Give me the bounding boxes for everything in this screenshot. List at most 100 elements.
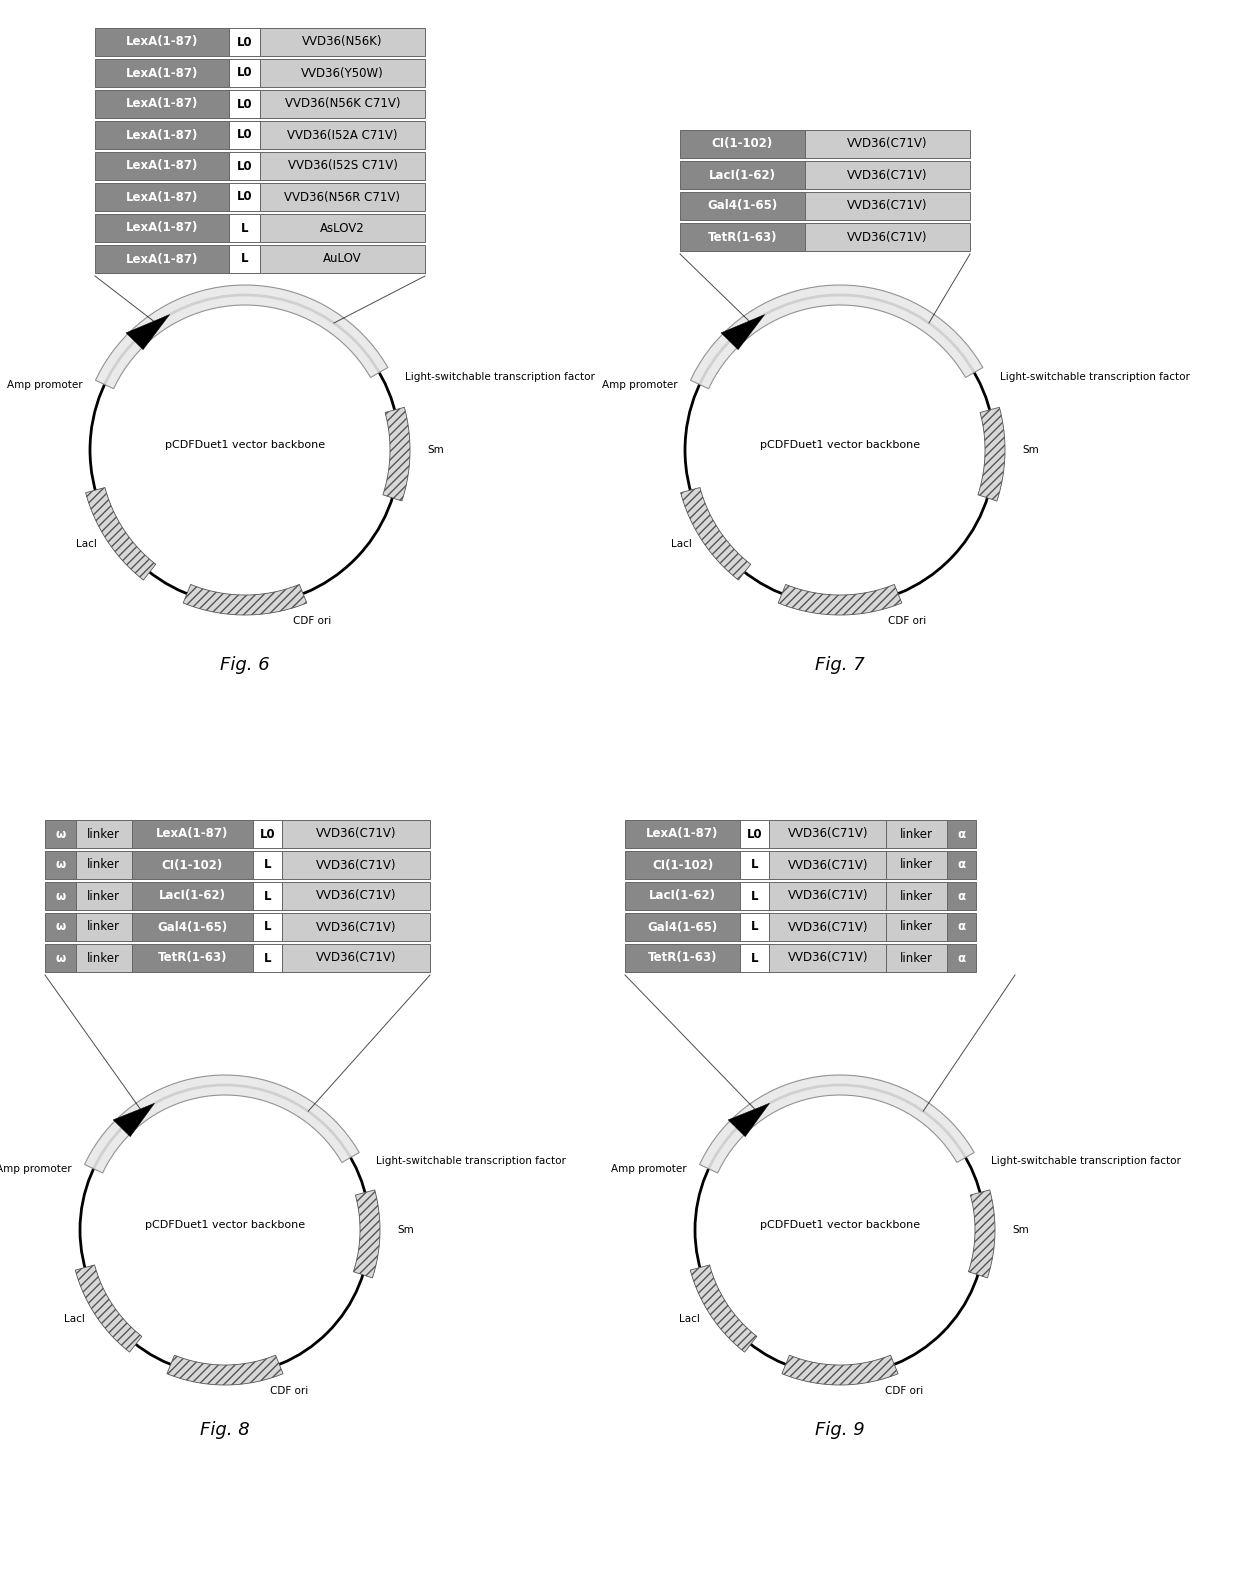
Text: LexA(1-87): LexA(1-87) xyxy=(125,253,198,266)
Bar xyxy=(76,819,131,848)
Text: LexA(1-87): LexA(1-87) xyxy=(125,128,198,141)
Text: L: L xyxy=(241,221,248,234)
Bar xyxy=(228,59,260,87)
Text: LacI(1-62): LacI(1-62) xyxy=(159,889,226,902)
Polygon shape xyxy=(86,487,156,581)
Text: LexA(1-87): LexA(1-87) xyxy=(125,35,198,49)
Text: L0: L0 xyxy=(237,160,252,172)
Text: L: L xyxy=(751,859,759,872)
Bar xyxy=(131,851,253,880)
Bar xyxy=(95,28,228,55)
Text: α: α xyxy=(957,827,966,840)
Bar xyxy=(887,944,947,971)
Bar xyxy=(625,851,740,880)
Text: CDF ori: CDF ori xyxy=(885,1386,924,1397)
Text: Sm: Sm xyxy=(1012,1224,1029,1236)
Text: VVD36(C71V): VVD36(C71V) xyxy=(316,827,396,840)
Text: linker: linker xyxy=(900,889,932,902)
Polygon shape xyxy=(353,1190,379,1278)
Bar xyxy=(228,120,260,149)
Text: L: L xyxy=(751,921,759,933)
Bar xyxy=(228,184,260,210)
Polygon shape xyxy=(167,1356,283,1384)
Text: linker: linker xyxy=(87,889,120,902)
Bar xyxy=(253,851,281,880)
Bar xyxy=(260,184,425,210)
Bar xyxy=(95,59,228,87)
Text: linker: linker xyxy=(900,827,932,840)
Polygon shape xyxy=(76,1266,141,1353)
Bar xyxy=(769,883,887,910)
Bar xyxy=(947,851,976,880)
Text: ω: ω xyxy=(56,859,66,872)
Text: L: L xyxy=(264,921,272,933)
Bar xyxy=(740,883,769,910)
Text: LexA(1-87): LexA(1-87) xyxy=(156,827,228,840)
Text: Amp promoter: Amp promoter xyxy=(601,380,677,391)
Bar xyxy=(887,851,947,880)
Bar xyxy=(947,913,976,941)
Bar xyxy=(45,819,76,848)
Text: linker: linker xyxy=(900,859,932,872)
Bar xyxy=(769,944,887,971)
Bar xyxy=(45,851,76,880)
Bar xyxy=(95,214,228,242)
Text: Amp promoter: Amp promoter xyxy=(0,1164,72,1174)
Text: VVD36(C71V): VVD36(C71V) xyxy=(847,169,928,182)
Polygon shape xyxy=(968,1190,994,1278)
Text: Light-switchable transcription factor: Light-switchable transcription factor xyxy=(376,1156,565,1166)
Text: Fig. 7: Fig. 7 xyxy=(815,657,864,674)
Text: α: α xyxy=(957,859,966,872)
Text: LexA(1-87): LexA(1-87) xyxy=(125,66,198,79)
Text: VVD36(C71V): VVD36(C71V) xyxy=(847,138,928,150)
Text: AuLOV: AuLOV xyxy=(324,253,362,266)
Text: pCDFDuet1 vector backbone: pCDFDuet1 vector backbone xyxy=(760,440,920,449)
Bar xyxy=(131,883,253,910)
Text: VVD36(C71V): VVD36(C71V) xyxy=(787,859,868,872)
Bar xyxy=(625,944,740,971)
Bar xyxy=(680,191,805,220)
Text: L0: L0 xyxy=(259,827,275,840)
Bar xyxy=(76,944,131,971)
Bar xyxy=(769,851,887,880)
Bar xyxy=(805,130,970,158)
Bar xyxy=(625,819,740,848)
Text: L: L xyxy=(241,253,248,266)
Bar xyxy=(680,223,805,252)
Text: AsLOV2: AsLOV2 xyxy=(320,221,365,234)
Polygon shape xyxy=(113,1103,155,1137)
Text: LacI(1-62): LacI(1-62) xyxy=(709,169,776,182)
Text: LexA(1-87): LexA(1-87) xyxy=(125,98,198,111)
Text: LacI: LacI xyxy=(64,1313,86,1324)
Text: Sm: Sm xyxy=(397,1224,414,1236)
Bar xyxy=(228,152,260,180)
Bar xyxy=(260,90,425,119)
Text: VVD36(C71V): VVD36(C71V) xyxy=(787,827,868,840)
Text: VVD36(C71V): VVD36(C71V) xyxy=(316,951,396,965)
Bar xyxy=(95,184,228,210)
Text: VVD36(N56K): VVD36(N56K) xyxy=(303,35,383,49)
Text: ω: ω xyxy=(56,889,66,902)
Text: TetR(1-63): TetR(1-63) xyxy=(157,951,227,965)
Bar xyxy=(76,883,131,910)
Bar xyxy=(228,28,260,55)
Bar xyxy=(253,913,281,941)
Polygon shape xyxy=(383,407,410,501)
Text: linker: linker xyxy=(87,921,120,933)
Bar xyxy=(260,152,425,180)
Bar xyxy=(131,913,253,941)
Bar xyxy=(95,245,228,274)
Polygon shape xyxy=(681,487,750,581)
Text: ω: ω xyxy=(56,827,66,840)
Bar xyxy=(260,59,425,87)
Text: LacI: LacI xyxy=(76,539,97,549)
Text: L0: L0 xyxy=(237,98,252,111)
Text: Sm: Sm xyxy=(427,445,444,456)
Text: VVD36(N56K C71V): VVD36(N56K C71V) xyxy=(285,98,401,111)
Text: linker: linker xyxy=(87,951,120,965)
Polygon shape xyxy=(779,584,901,615)
Bar xyxy=(228,245,260,274)
Text: L0: L0 xyxy=(237,66,252,79)
Text: VVD36(C71V): VVD36(C71V) xyxy=(316,889,396,902)
Bar xyxy=(625,883,740,910)
